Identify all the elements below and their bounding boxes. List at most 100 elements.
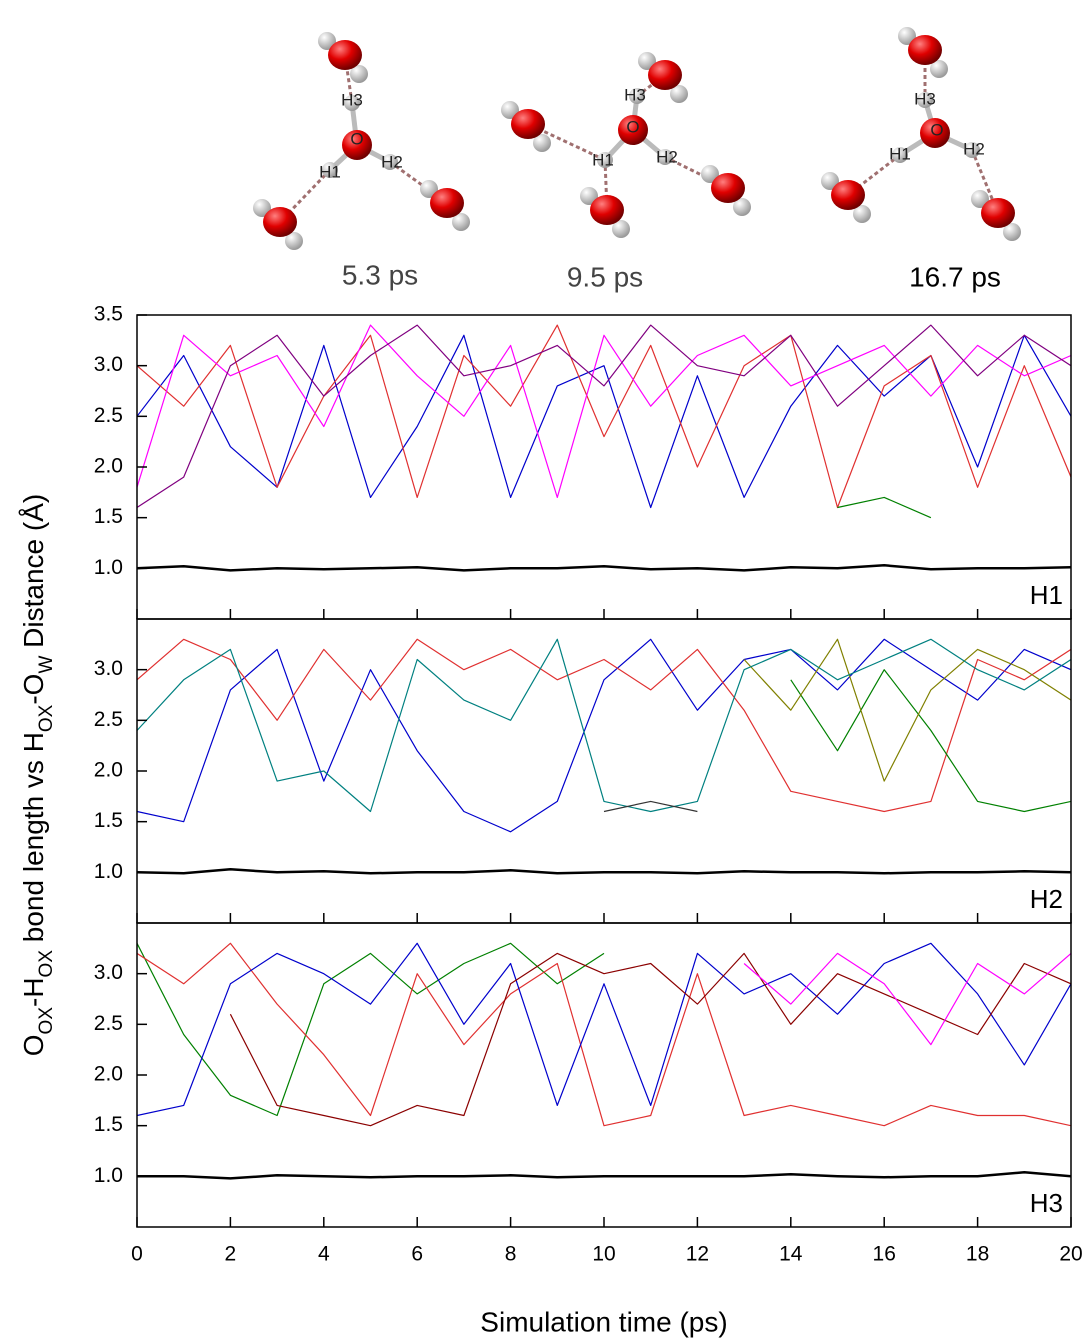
panel (137, 324, 1071, 572)
x-tick-label: 16 (873, 1243, 896, 1266)
water-oxygen (430, 188, 464, 218)
water-hydrogen (452, 213, 470, 231)
water-hydrogen (701, 165, 719, 183)
y-tick-label: 2.5 (94, 708, 123, 731)
series-line (137, 942, 605, 1117)
water-hydrogen (580, 187, 598, 205)
series-line (743, 638, 1071, 782)
panel (137, 638, 1071, 875)
y-axis-label-part: OX (36, 950, 57, 978)
y-axis-label-part: Distance (Å) (18, 494, 49, 656)
hydrogen (657, 149, 673, 165)
series-line (137, 1171, 1071, 1180)
panel-frame (136, 618, 1072, 924)
oxygen (618, 115, 648, 145)
series-line (137, 638, 1071, 813)
atom-label: O (350, 129, 363, 148)
atom-label: H1 (319, 162, 341, 181)
y-tick-label: 3.0 (94, 353, 123, 376)
x-tick-label: 8 (505, 1243, 517, 1266)
snapshot-time: 9.5 ps (567, 261, 643, 292)
water-hydrogen (501, 101, 519, 119)
x-tick-label: 10 (592, 1243, 615, 1266)
y-tick-label: 2.0 (94, 759, 123, 782)
water-oxygen (648, 60, 682, 90)
series-line (603, 800, 698, 813)
molecule: O H1 H2 H3 5.3 ps (253, 32, 470, 290)
atom-label: H3 (341, 90, 363, 109)
water-hydrogen (318, 32, 336, 50)
atom-label: O (930, 120, 943, 139)
x-tick-label: 0 (131, 1243, 143, 1266)
hydrogen (964, 142, 980, 158)
x-tick-label: 12 (686, 1243, 709, 1266)
water-hydrogen (638, 52, 656, 70)
water-hydrogen (670, 85, 688, 103)
water-hydrogen (420, 180, 438, 198)
hydrogen-bond (278, 168, 332, 224)
atom-label: H1 (592, 150, 614, 169)
x-tick-label: 6 (411, 1243, 423, 1266)
water-hydrogen (971, 190, 989, 208)
x-tick-label: 2 (225, 1243, 237, 1266)
series-line (137, 638, 1071, 813)
y-axis-label-part: W (36, 656, 57, 674)
water-hydrogen (533, 134, 551, 152)
molecule: O H1 H2 H3 16.7 ps (821, 27, 1021, 292)
y-axis-label-part: -H (18, 977, 49, 1007)
y-tick-label: 3.5 (94, 303, 123, 326)
series-line (137, 324, 1071, 509)
series-line (137, 334, 1071, 509)
y-tick-label: 2.0 (94, 455, 123, 478)
hydrogen (597, 152, 613, 168)
hydrogen (917, 92, 933, 108)
y-tick-label: 1.5 (94, 809, 123, 832)
water-hydrogen (253, 199, 271, 217)
series-line (137, 942, 1071, 1127)
water-hydrogen (612, 220, 630, 238)
atom-label: H2 (381, 152, 403, 171)
y-tick-label: 2.5 (94, 1012, 123, 1035)
water-hydrogen (898, 27, 916, 45)
snapshots: O H1 H2 H3 5.3 ps O H1 H2 H3 9.5 ps O H1 H2 H3 16.7 ps (253, 27, 1021, 292)
panel-label: H1 (1030, 580, 1063, 610)
y-tick-label: 1.0 (94, 556, 123, 579)
oxygen (920, 118, 950, 148)
hydrogen-bond (343, 54, 354, 104)
panel (137, 942, 1071, 1180)
panel-label: H2 (1030, 884, 1063, 914)
water-oxygen (831, 180, 865, 210)
x-tick-label: 18 (966, 1243, 989, 1266)
y-tick-label: 3.0 (94, 961, 123, 984)
y-axis-label-part: O (18, 1034, 49, 1056)
x-tick-label: 4 (318, 1243, 330, 1266)
series-line (743, 952, 1071, 1046)
y-tick-label: 2.5 (94, 404, 123, 427)
series-line (137, 324, 1071, 509)
water-hydrogen (285, 232, 303, 250)
y-tick-label: 1.0 (94, 860, 123, 883)
y-axis-label-part: OX (36, 704, 57, 732)
series-line (229, 952, 1071, 1127)
panel-frame (136, 314, 1072, 620)
series-line (137, 942, 1071, 1117)
series-line (137, 638, 1071, 833)
atom-label: H1 (889, 144, 911, 163)
panel-label: H3 (1030, 1188, 1063, 1218)
water-oxygen (908, 35, 942, 65)
hydrogen (344, 95, 360, 111)
y-axis-label-part: OX (36, 1007, 57, 1035)
water-hydrogen (853, 205, 871, 223)
atom-label: H3 (914, 89, 936, 108)
atom-label: H2 (656, 147, 678, 166)
hydrogen (629, 88, 645, 104)
hydrogen (892, 147, 908, 163)
water-oxygen (328, 40, 362, 70)
y-tick-label: 1.5 (94, 1113, 123, 1136)
y-axis-label: OOX-HOX bond length vs HOX-OW Distance (… (18, 494, 56, 1056)
panel-frame (136, 922, 1072, 1228)
water-oxygen (590, 195, 624, 225)
hydrogen (382, 154, 398, 170)
water-hydrogen (733, 198, 751, 216)
